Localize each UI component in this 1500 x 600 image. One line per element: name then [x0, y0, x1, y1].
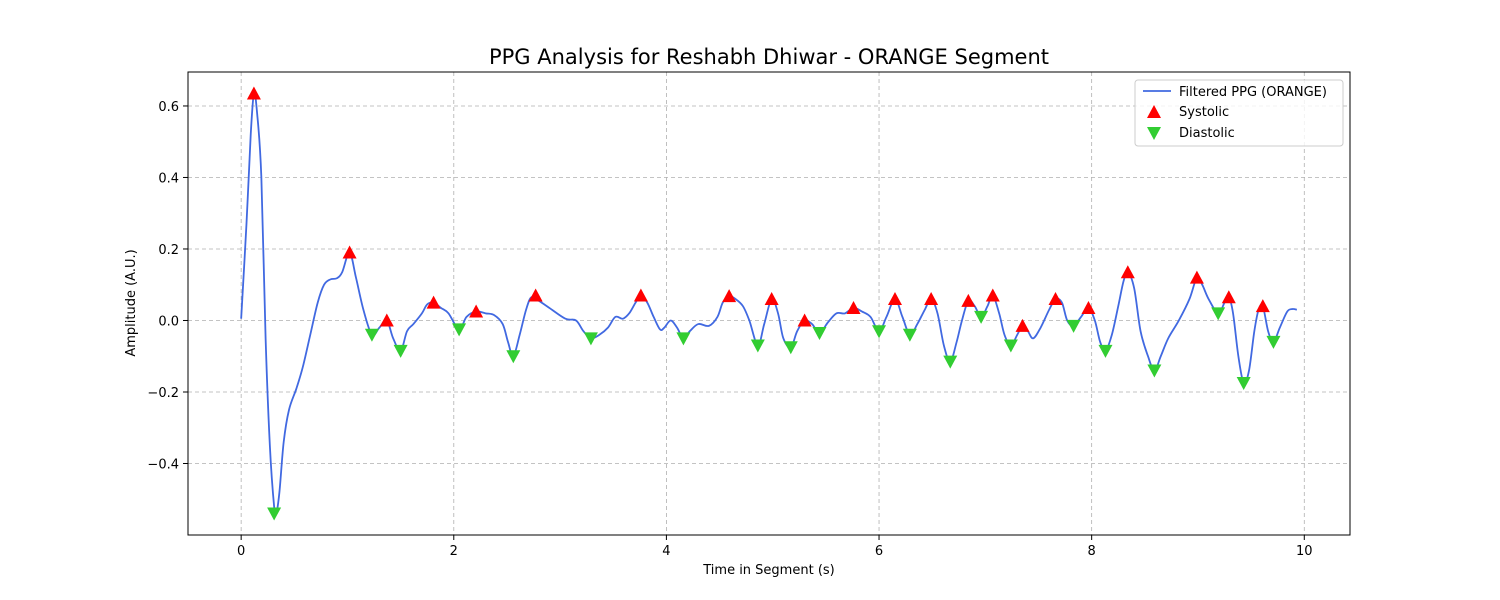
legend-label-systolic: Systolic: [1179, 105, 1229, 120]
diastolic-trough-marker: [943, 355, 958, 369]
y-tick-label: −0.2: [147, 386, 179, 401]
systolic-peak-marker: [1048, 292, 1063, 306]
diastolic-trough-marker: [812, 326, 827, 340]
legend-systolic-marker: [1147, 105, 1161, 118]
systolic-peak-marker: [961, 293, 976, 307]
x-tick-label: 4: [662, 544, 670, 559]
systolic-peak-marker: [1255, 299, 1270, 313]
axes-frame: [187, 71, 1351, 536]
systolic-peak-marker: [1189, 270, 1204, 284]
diastolic-trough-marker: [974, 310, 989, 324]
systolic-peak-marker: [1081, 300, 1096, 314]
diastolic-trough-marker: [1003, 339, 1018, 353]
diastolic-trough-marker: [506, 350, 521, 364]
diastolic-trough-marker: [1236, 377, 1251, 391]
x-tick-label: 2: [450, 544, 458, 559]
legend-diastolic-marker: [1147, 127, 1161, 140]
systolic-peak-marker: [924, 292, 939, 306]
systolic-peak-marker: [722, 289, 737, 303]
systolic-peak-marker: [846, 300, 861, 314]
y-tick-label: 0.6: [158, 100, 179, 115]
diastolic-trough-marker: [364, 328, 379, 342]
diastolic-trough-marker: [902, 328, 917, 342]
systolic-peak-marker: [342, 245, 357, 259]
diastolic-trough-marker: [1098, 344, 1113, 358]
systolic-peak-marker: [246, 86, 261, 100]
systolic-peak-marker: [633, 288, 648, 302]
x-tick-label: 8: [1088, 544, 1096, 559]
diastolic-trough-marker: [1066, 319, 1081, 333]
x-tick-label: 10: [1296, 544, 1313, 559]
y-tick-label: 0.4: [158, 171, 179, 186]
diastolic-trough-marker: [1147, 364, 1162, 378]
diastolic-trough-marker: [452, 323, 467, 337]
diastolic-trough-marker: [872, 325, 887, 339]
diastolic-trough-marker: [750, 339, 765, 353]
axis-ticks: 0 2 4 6 8 10 −0.4 −0.2 0.0 0.2 0.4 0.6: [147, 100, 1312, 559]
legend-label-filtered: Filtered PPG (ORANGE): [1179, 85, 1327, 100]
x-tick-label: 6: [875, 544, 883, 559]
systolic-peak-marker: [764, 292, 779, 306]
y-axis-label: Amplitude (A.U.): [124, 249, 139, 356]
diastolic-trough-marker: [583, 332, 598, 346]
diastolic-trough-marker: [267, 507, 282, 521]
systolic-peak-marker: [1015, 318, 1030, 332]
x-axis-label: Time in Segment (s): [702, 563, 834, 578]
legend-box: [1134, 79, 1344, 147]
systolic-peak-marker: [379, 313, 394, 327]
plot-area: [240, 86, 1298, 521]
y-tick-label: −0.4: [147, 457, 179, 472]
legend: Filtered PPG (ORANGE) Systolic Diastolic: [1134, 79, 1344, 147]
systolic-peak-marker: [797, 313, 812, 327]
x-tick-label: 0: [237, 544, 245, 559]
chart-title: PPG Analysis for Reshabh Dhiwar - ORANGE…: [489, 45, 1049, 69]
diastolic-trough-marker: [783, 341, 798, 355]
systolic-peak-marker: [887, 292, 902, 306]
diastolic-trough-marker: [676, 332, 691, 346]
diastolic-trough-marker: [1211, 307, 1226, 321]
systolic-peak-marker: [1120, 265, 1135, 279]
legend-label-diastolic: Diastolic: [1179, 126, 1235, 141]
systolic-peak-marker: [528, 288, 543, 302]
diastolic-trough-marker: [1266, 335, 1281, 349]
systolic-peak-marker: [426, 295, 441, 309]
diastolic-trough-marker: [393, 344, 408, 358]
systolic-peak-marker: [469, 304, 484, 318]
systolic-peak-marker: [985, 288, 1000, 302]
y-tick-label: 0.0: [158, 314, 179, 329]
y-tick-label: 0.2: [158, 243, 179, 258]
systolic-peak-marker: [1221, 290, 1236, 304]
